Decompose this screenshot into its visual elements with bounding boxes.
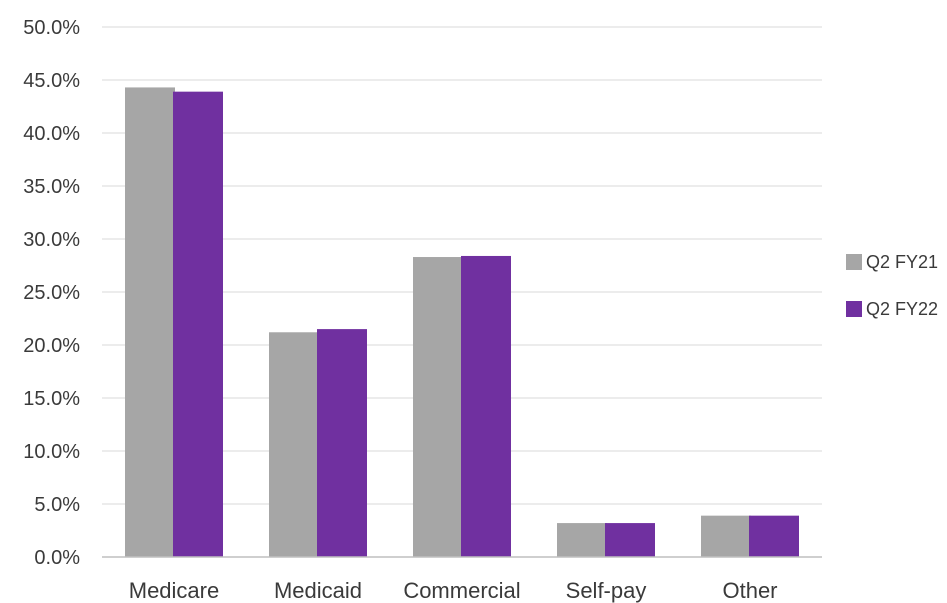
y-tick-label: 25.0%: [23, 282, 80, 304]
bar-q2-fy22: [173, 91, 223, 557]
bar-q2-fy22: [461, 255, 511, 557]
bar-q2-fy21: [413, 257, 463, 557]
y-tick-label: 50.0%: [23, 17, 80, 39]
legend: Q2 FY21 Q2 FY22: [846, 252, 938, 319]
bar-q2-fy21: [125, 87, 175, 558]
y-tick-label: 15.0%: [23, 388, 80, 410]
bar-q2-fy22: [749, 515, 799, 557]
legend-label: Q2 FY22: [866, 299, 938, 319]
y-tick-label: 45.0%: [23, 70, 80, 92]
bar-q2-fy21: [701, 515, 751, 557]
y-tick-label: 35.0%: [23, 176, 80, 198]
x-category-label: Other: [722, 578, 777, 603]
y-tick-label: 30.0%: [23, 229, 80, 251]
bar-q2-fy22: [317, 329, 367, 557]
y-tick-label: 40.0%: [23, 123, 80, 145]
y-axis-ticks: 0.0% 5.0% 10.0% 15.0% 20.0% 25.0% 30.0% 35.0% 40…: [23, 17, 80, 569]
bar-q2-fy21: [557, 523, 607, 557]
y-tick-label: 10.0%: [23, 441, 80, 463]
y-tick-label: 0.0%: [34, 547, 80, 569]
x-axis-categories: Medicare Medicaid Commercial Self-pay Other: [129, 578, 778, 603]
x-category-label: Medicare: [129, 578, 219, 603]
y-tick-label: 20.0%: [23, 335, 80, 357]
x-category-label: Medicaid: [274, 578, 362, 603]
bars: [125, 87, 799, 558]
y-tick-label: 5.0%: [34, 494, 80, 516]
x-category-label: Commercial: [403, 578, 520, 603]
bar-q2-fy21: [269, 332, 319, 557]
legend-swatch: [846, 301, 862, 317]
legend-label: Q2 FY21: [866, 252, 938, 272]
x-category-label: Self-pay: [566, 578, 647, 603]
legend-swatch: [846, 254, 862, 270]
bar-q2-fy22: [605, 523, 655, 557]
